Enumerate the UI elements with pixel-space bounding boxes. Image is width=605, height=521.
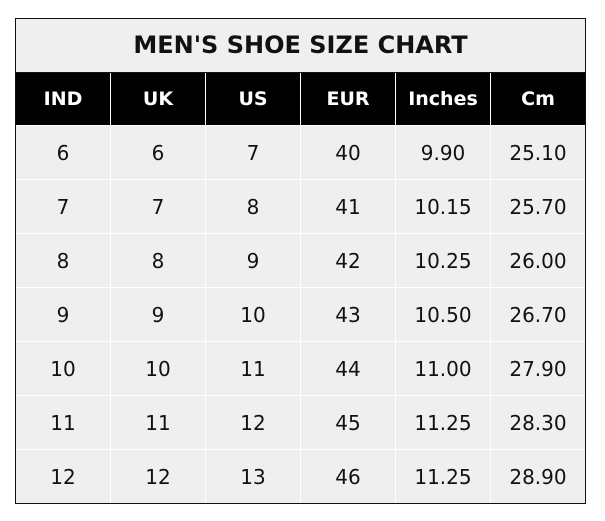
cell-uk: 9 bbox=[110, 288, 205, 341]
cell-uk: 6 bbox=[110, 126, 205, 179]
table-row: 10 10 11 44 11.00 27.90 bbox=[16, 341, 585, 395]
cell-us: 7 bbox=[205, 126, 300, 179]
cell-eur: 41 bbox=[300, 180, 395, 233]
cell-eur: 45 bbox=[300, 396, 395, 449]
cell-inches: 11.00 bbox=[395, 342, 490, 395]
cell-us: 8 bbox=[205, 180, 300, 233]
column-header-cm: Cm bbox=[490, 73, 585, 125]
cell-us: 9 bbox=[205, 234, 300, 287]
cell-uk: 10 bbox=[110, 342, 205, 395]
table-row: 9 9 10 43 10.50 26.70 bbox=[16, 287, 585, 341]
cell-eur: 43 bbox=[300, 288, 395, 341]
table-row: 12 12 13 46 11.25 28.90 bbox=[16, 449, 585, 503]
table-body: 6 6 7 40 9.90 25.10 7 7 8 41 10.15 25.70 8 8 9 42 10.25 2… bbox=[16, 125, 585, 503]
chart-title-text: MEN'S SHOE SIZE CHART bbox=[133, 31, 468, 59]
cell-ind: 6 bbox=[56, 140, 70, 165]
column-header-uk: UK bbox=[110, 73, 205, 125]
chart-title: MEN'S SHOE SIZE CHART bbox=[16, 19, 585, 73]
cell-cm: 28.30 bbox=[490, 396, 585, 449]
cell-inches: 10.15 bbox=[395, 180, 490, 233]
cell-cm: 28.90 bbox=[490, 450, 585, 503]
cell-inches: 9.90 bbox=[395, 126, 490, 179]
table-row: 11 11 12 45 11.25 28.30 bbox=[16, 395, 585, 449]
cell-inches: 10.50 bbox=[395, 288, 490, 341]
column-header-ind: IND bbox=[43, 88, 83, 110]
cell-ind: 8 bbox=[56, 248, 70, 273]
column-header-eur: EUR bbox=[300, 73, 395, 125]
cell-eur: 44 bbox=[300, 342, 395, 395]
cell-ind: 12 bbox=[50, 464, 76, 489]
cell-inches: 11.25 bbox=[395, 396, 490, 449]
size-chart-table: MEN'S SHOE SIZE CHART IND UK US EUR Inches Cm… bbox=[15, 18, 586, 504]
cell-uk: 7 bbox=[110, 180, 205, 233]
cell-uk: 12 bbox=[110, 450, 205, 503]
table-row: 7 7 8 41 10.15 25.70 bbox=[16, 179, 585, 233]
cell-us: 11 bbox=[205, 342, 300, 395]
cell-eur: 40 bbox=[300, 126, 395, 179]
cell-inches: 10.25 bbox=[395, 234, 490, 287]
cell-uk: 11 bbox=[110, 396, 205, 449]
cell-us: 13 bbox=[205, 450, 300, 503]
cell-uk: 8 bbox=[110, 234, 205, 287]
cell-ind: 10 bbox=[50, 356, 76, 381]
cell-ind: 7 bbox=[56, 194, 70, 219]
header-row: IND UK US EUR Inches Cm bbox=[16, 73, 585, 125]
table-row: 6 6 7 40 9.90 25.10 bbox=[16, 125, 585, 179]
cell-cm: 26.00 bbox=[490, 234, 585, 287]
cell-cm: 25.70 bbox=[490, 180, 585, 233]
cell-inches: 11.25 bbox=[395, 450, 490, 503]
column-header-us: US bbox=[205, 73, 300, 125]
cell-eur: 46 bbox=[300, 450, 395, 503]
cell-ind: 11 bbox=[50, 410, 76, 435]
cell-ind: 9 bbox=[56, 302, 70, 327]
cell-eur: 42 bbox=[300, 234, 395, 287]
cell-us: 10 bbox=[205, 288, 300, 341]
column-header-inches: Inches bbox=[395, 73, 490, 125]
cell-us: 12 bbox=[205, 396, 300, 449]
table-row: 8 8 9 42 10.25 26.00 bbox=[16, 233, 585, 287]
cell-cm: 26.70 bbox=[490, 288, 585, 341]
cell-cm: 27.90 bbox=[490, 342, 585, 395]
cell-cm: 25.10 bbox=[490, 126, 585, 179]
